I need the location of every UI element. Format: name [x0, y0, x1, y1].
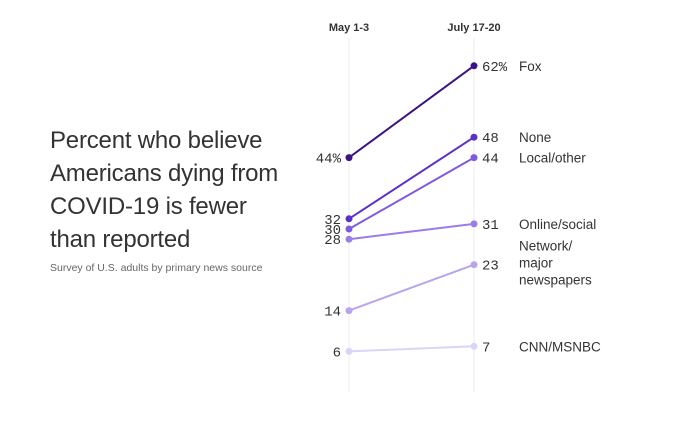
series-label-network-major-newspapers: Network/major newspapers [519, 239, 592, 288]
value-end-online-social: 31 [482, 218, 499, 234]
point-start-fox [345, 154, 353, 162]
series-label-none: None [519, 130, 551, 145]
series-line-cnn-msnbc [348, 345, 475, 353]
series-label-local-other: Local/other [519, 151, 586, 166]
value-start-online-social: 28 [324, 233, 341, 249]
point-start-none [345, 215, 353, 223]
chart-subtitle: Survey of U.S. adults by primary news so… [50, 262, 263, 274]
point-end-cnn-msnbc [470, 342, 478, 350]
x-label-end: July 17-20 [447, 22, 500, 34]
chart-title: Percent who believe Americans dying from… [50, 127, 279, 253]
value-start-cnn-msnbc: 6 [333, 345, 341, 361]
value-end-network-major-newspapers: 23 [482, 259, 499, 275]
point-end-network-major-newspapers [470, 261, 478, 269]
value-end-none: 48 [482, 131, 499, 147]
point-end-local-other [470, 154, 478, 162]
value-end-local-other: 44 [482, 152, 499, 168]
point-start-local-other [345, 225, 353, 233]
series-line-fox [348, 64, 475, 159]
value-start-network-major-newspapers: 14 [324, 305, 341, 321]
series-label-online-social: Online/social [519, 217, 596, 232]
value-start-local-other: 30 [324, 223, 341, 239]
point-end-none [470, 133, 478, 141]
series-label-fox: Fox [519, 59, 542, 74]
value-end-cnn-msnbc: 7 [482, 340, 490, 356]
series-line-local-other [348, 156, 475, 230]
series-label-cnn-msnbc: CNN/MSNBC [519, 339, 601, 354]
point-start-online-social [345, 235, 353, 243]
series-line-network-major-newspapers [348, 263, 475, 312]
value-end-fox: 62% [482, 60, 508, 76]
x-label-start: May 1-3 [329, 22, 369, 34]
value-start-none: 32 [324, 213, 341, 229]
value-start-fox: 44% [316, 152, 342, 168]
point-start-network-major-newspapers [345, 307, 353, 315]
point-end-fox [470, 62, 478, 70]
point-start-cnn-msnbc [345, 347, 353, 355]
point-end-online-social [470, 220, 478, 228]
series-line-none [348, 136, 475, 220]
series-line-online-social [348, 222, 475, 241]
